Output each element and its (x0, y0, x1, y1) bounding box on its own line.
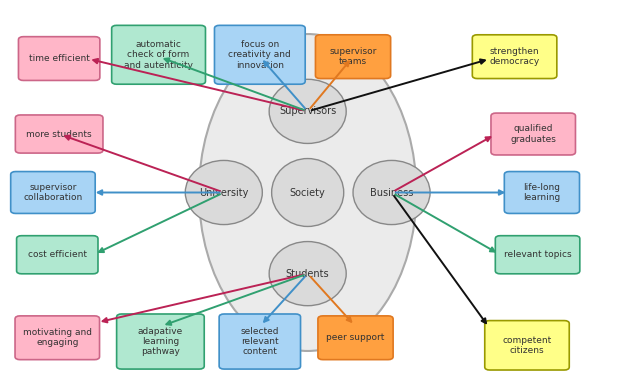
Ellipse shape (199, 34, 417, 351)
Text: competent
citizens: competent citizens (502, 336, 552, 355)
Text: cost efficient: cost efficient (28, 250, 87, 259)
FancyBboxPatch shape (15, 316, 100, 360)
FancyBboxPatch shape (504, 172, 579, 213)
Text: adapative
learning
pathway: adapative learning pathway (138, 326, 183, 357)
FancyBboxPatch shape (18, 37, 100, 80)
Text: more students: more students (27, 129, 92, 139)
FancyBboxPatch shape (495, 236, 580, 274)
Text: motivating and
engaging: motivating and engaging (23, 328, 92, 347)
Ellipse shape (271, 159, 344, 226)
FancyBboxPatch shape (11, 172, 95, 213)
Text: selected
relevant
content: selected relevant content (240, 326, 279, 357)
Text: life-long
learning: life-long learning (523, 183, 560, 202)
Text: supervisor
teams: supervisor teams (329, 47, 377, 66)
FancyBboxPatch shape (16, 236, 98, 274)
Text: relevant topics: relevant topics (504, 250, 571, 259)
Ellipse shape (353, 161, 430, 224)
Text: automatic
check of form
and autenticity: automatic check of form and autenticity (124, 40, 193, 70)
Ellipse shape (269, 241, 346, 306)
FancyBboxPatch shape (15, 115, 103, 153)
Text: Business: Business (370, 187, 413, 198)
Ellipse shape (185, 161, 262, 224)
Text: Students: Students (286, 269, 330, 279)
FancyBboxPatch shape (112, 25, 205, 84)
Text: time efficient: time efficient (29, 54, 89, 63)
FancyBboxPatch shape (219, 314, 301, 369)
FancyBboxPatch shape (472, 35, 557, 79)
FancyBboxPatch shape (316, 35, 391, 79)
Text: Supervisors: Supervisors (279, 106, 336, 116)
FancyBboxPatch shape (318, 316, 393, 360)
FancyBboxPatch shape (214, 25, 305, 84)
Ellipse shape (269, 79, 346, 144)
Text: focus on
creativity and
innovation: focus on creativity and innovation (228, 40, 291, 70)
Text: strengthen
democracy: strengthen democracy (489, 47, 540, 66)
FancyBboxPatch shape (117, 314, 204, 369)
FancyBboxPatch shape (491, 113, 576, 155)
Text: Society: Society (290, 187, 325, 198)
Text: University: University (199, 187, 249, 198)
Text: peer support: peer support (327, 333, 385, 342)
Text: supervisor
collaboration: supervisor collaboration (23, 183, 82, 202)
Text: qualified
graduates: qualified graduates (510, 124, 556, 144)
FancyBboxPatch shape (485, 321, 569, 370)
